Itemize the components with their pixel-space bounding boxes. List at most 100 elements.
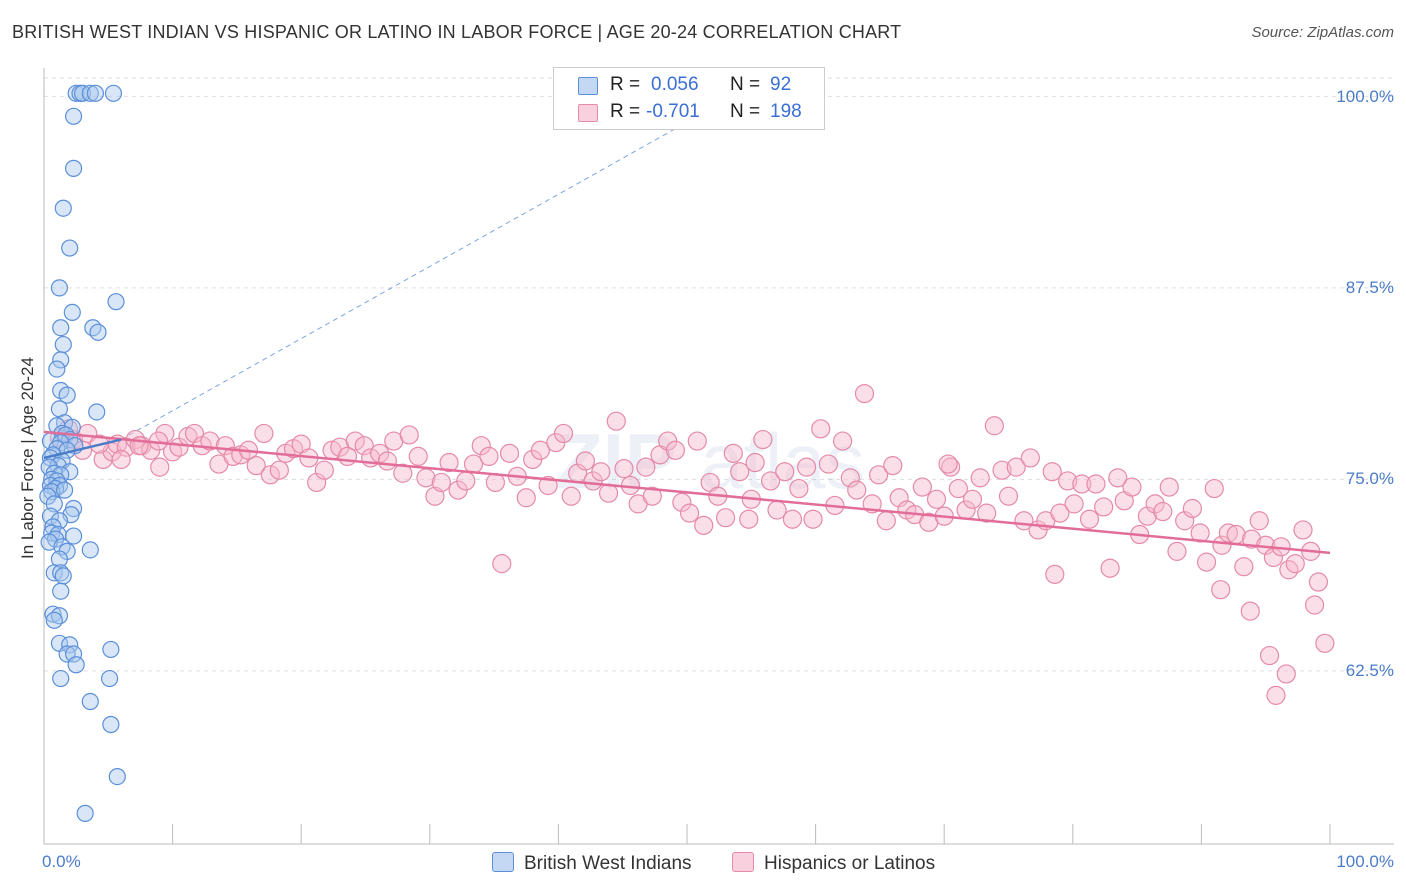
point-british-west-indians xyxy=(81,84,99,102)
blue-swatch xyxy=(578,77,598,95)
point-hispanics-or-latinos xyxy=(1175,511,1195,531)
point-hispanics-or-latinos xyxy=(1218,523,1239,543)
point-hispanics-or-latinos xyxy=(723,443,743,463)
point-british-west-indians xyxy=(64,159,83,177)
point-british-west-indians xyxy=(54,567,72,585)
n-label: N = xyxy=(730,74,761,95)
point-british-west-indians xyxy=(52,564,70,582)
point-hispanics-or-latinos xyxy=(1293,520,1313,540)
point-hispanics-or-latinos xyxy=(782,509,803,529)
point-hispanics-or-latinos xyxy=(998,486,1019,506)
point-hispanics-or-latinos xyxy=(941,457,961,477)
point-british-west-indians xyxy=(52,582,70,600)
point-hispanics-or-latinos xyxy=(803,509,823,529)
point-hispanics-or-latinos xyxy=(1020,448,1040,468)
point-british-west-indians xyxy=(76,804,94,822)
point-hispanics-or-latinos xyxy=(345,431,365,451)
point-hispanics-or-latinos xyxy=(200,431,220,451)
point-hispanics-or-latinos xyxy=(1137,506,1157,526)
point-hispanics-or-latinos xyxy=(1285,554,1305,574)
point-hispanics-or-latinos xyxy=(889,488,909,508)
point-british-west-indians xyxy=(102,715,120,734)
point-hispanics-or-latinos xyxy=(730,462,750,482)
gridlines xyxy=(44,77,1394,672)
point-hispanics-or-latinos xyxy=(246,455,266,476)
point-hispanics-or-latinos xyxy=(598,483,619,503)
legend-item-british-west-indians: British West Indians xyxy=(492,852,692,875)
point-british-west-indians xyxy=(45,564,63,582)
point-hispanics-or-latinos xyxy=(789,478,809,499)
point-british-west-indians xyxy=(64,107,83,125)
point-british-west-indians xyxy=(89,323,107,341)
pink-swatch xyxy=(732,852,754,872)
point-british-west-indians xyxy=(67,656,85,674)
point-hispanics-or-latinos xyxy=(847,480,867,500)
point-hispanics-or-latinos xyxy=(1249,511,1269,531)
legend-label: British West Indians xyxy=(524,853,692,874)
trend-extension-british-west-indians xyxy=(120,92,739,440)
point-hispanics-or-latinos xyxy=(811,419,831,439)
point-hispanics-or-latinos xyxy=(1153,501,1173,522)
point-british-west-indians xyxy=(64,527,83,545)
point-hispanics-or-latinos xyxy=(530,440,550,460)
trend-extension-line xyxy=(120,92,739,440)
point-hispanics-or-latinos xyxy=(1122,477,1142,497)
point-british-west-indians xyxy=(52,351,70,369)
point-british-west-indians xyxy=(100,669,119,688)
point-british-west-indians xyxy=(50,279,69,297)
point-hispanics-or-latinos xyxy=(1159,477,1179,497)
point-hispanics-or-latinos xyxy=(739,509,759,529)
point-hispanics-or-latinos xyxy=(456,471,476,491)
point-hispanics-or-latinos xyxy=(354,436,374,456)
point-british-west-indians xyxy=(88,403,106,421)
point-hispanics-or-latinos xyxy=(1240,601,1260,621)
point-british-west-indians xyxy=(52,669,70,688)
point-hispanics-or-latinos xyxy=(307,472,327,493)
n-value: 198 xyxy=(770,101,802,122)
points-hispanics-or-latinos xyxy=(49,383,1335,705)
point-hispanics-or-latinos xyxy=(1064,494,1084,514)
point-british-west-indians xyxy=(54,335,72,354)
point-hispanics-or-latinos xyxy=(948,478,968,499)
point-british-west-indians xyxy=(58,386,76,404)
point-hispanics-or-latinos xyxy=(150,457,170,477)
point-hispanics-or-latinos xyxy=(516,488,536,508)
point-hispanics-or-latinos xyxy=(314,460,334,480)
series-legend: British West Indians Hispanics or Latino… xyxy=(0,852,1406,878)
point-hispanics-or-latinos xyxy=(260,465,280,485)
x-tick-label-100: 100.0% xyxy=(1336,852,1394,871)
point-hispanics-or-latinos xyxy=(796,457,817,477)
point-british-west-indians xyxy=(63,303,81,321)
point-hispanics-or-latinos xyxy=(775,462,795,482)
point-hispanics-or-latinos xyxy=(642,486,662,506)
point-hispanics-or-latinos xyxy=(606,411,626,431)
correlation-legend: R = 0.056 N = 92 R = -0.701 N = 198 xyxy=(553,67,825,130)
point-hispanics-or-latinos xyxy=(938,454,958,474)
point-hispanics-or-latinos xyxy=(1276,664,1296,684)
point-british-west-indians xyxy=(84,319,102,337)
point-hispanics-or-latinos xyxy=(694,515,714,535)
point-hispanics-or-latinos xyxy=(1058,471,1078,491)
point-hispanics-or-latinos xyxy=(393,463,413,483)
point-hispanics-or-latinos xyxy=(1042,462,1062,482)
r-label: R = xyxy=(610,74,641,95)
point-british-west-indians xyxy=(55,481,74,499)
legend-item-hispanics-or-latinos: Hispanics or Latinos xyxy=(732,852,935,875)
blue-swatch xyxy=(492,852,514,872)
pink-swatch xyxy=(578,104,598,122)
point-hispanics-or-latinos xyxy=(561,486,581,506)
point-hispanics-or-latinos xyxy=(760,471,781,491)
y-tick-label-100: 100.0% xyxy=(1336,87,1394,106)
chart-title: BRITISH WEST INDIAN VS HISPANIC OR LATIN… xyxy=(12,22,902,42)
point-hispanics-or-latinos xyxy=(1086,474,1106,494)
point-hispanics-or-latinos xyxy=(876,511,896,531)
axes xyxy=(43,68,1394,845)
point-hispanics-or-latinos xyxy=(1241,529,1262,549)
point-british-west-indians xyxy=(104,84,123,102)
point-hispanics-or-latinos xyxy=(1167,541,1187,561)
point-hispanics-or-latinos xyxy=(745,452,765,473)
point-british-west-indians xyxy=(40,533,58,551)
point-british-west-indians xyxy=(102,640,120,659)
point-hispanics-or-latinos xyxy=(962,489,983,509)
